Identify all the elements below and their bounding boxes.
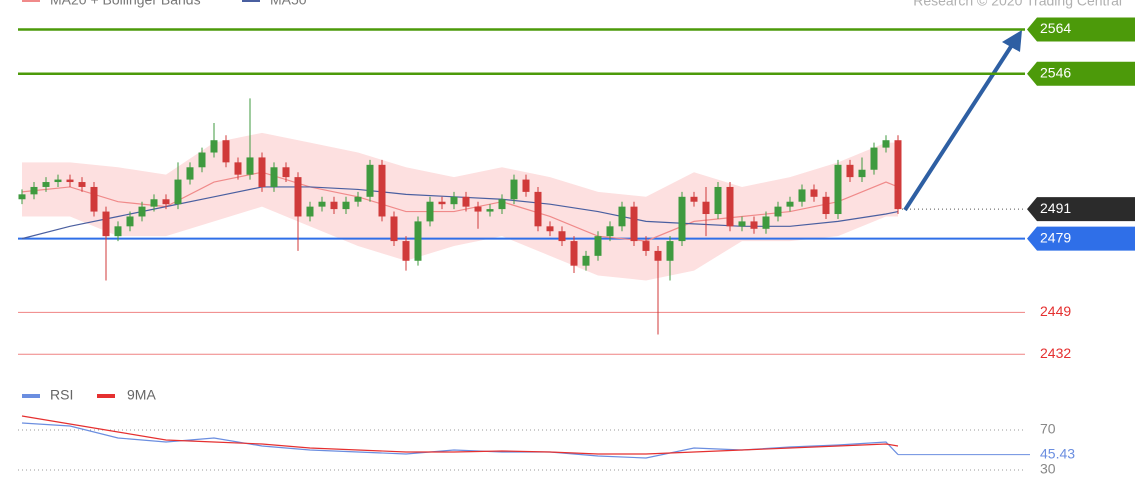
legend-label: RSI [50,387,73,403]
level-label: 2546 [1040,65,1071,81]
candle-body [318,201,326,207]
candle-body [270,167,278,187]
candle-body [366,164,374,197]
candle-body [606,226,614,237]
candle-body [666,241,674,261]
candle-body [354,196,362,202]
credit: Research © 2020 Trading Central [913,0,1122,9]
last-value-label: 45.43 [1040,445,1075,461]
candle-body [714,186,722,215]
candle-body [546,226,554,232]
candle-body [486,209,494,212]
legend-label: MA20 + Bollinger Bands [50,0,201,8]
candle-body [798,189,806,202]
candle-body [258,157,266,187]
candle-body [726,186,734,227]
level-label: 2491 [1040,200,1071,216]
candle-body [246,157,254,175]
forecast-arrow-head [1002,30,1022,52]
candle-body [78,182,86,187]
candle-body [510,179,518,200]
candle-body [66,179,74,183]
candle-body [402,241,410,261]
candle-body [834,164,842,215]
candle-body [306,206,314,217]
candle-body [474,206,482,212]
candle-body [342,201,350,210]
candle-body [810,189,818,197]
candle-body [618,206,626,227]
level-label-box [1027,226,1135,251]
candle-body [282,167,290,178]
candle-body [210,140,218,153]
candle-body [690,196,698,202]
candle-body [114,226,122,237]
candle-body [642,241,650,251]
level-label-box [1027,197,1135,222]
candle-body [330,201,338,210]
candle-body [54,179,62,183]
candle-body [222,140,230,163]
candle-body [18,194,26,200]
candle-body [894,140,902,210]
level-label: 2479 [1040,229,1071,245]
candle-body [774,206,782,217]
candle-body [162,199,170,205]
legend-label: MA50 [270,0,307,8]
level-label-box [1027,61,1135,86]
candle-body [870,147,878,170]
candle-body [882,140,890,148]
candle-body [654,250,662,261]
candle-body [630,206,638,242]
level-label-box [1027,17,1135,42]
candle-body [786,201,794,207]
candle-body [750,221,758,229]
candle-body [846,164,854,178]
candle-body [198,152,206,168]
level-label: 2564 [1040,20,1071,36]
candle-body [438,201,446,205]
level-label: 2449 [1040,303,1071,319]
candle-body [738,221,746,227]
indicator-line [21,415,899,455]
candle-body [702,201,710,215]
level-label: 2432 [1040,345,1071,361]
candle-body [138,206,146,217]
forecast-arrow [903,43,1014,212]
candle-body [522,179,530,192]
candle-body [558,231,566,242]
candle-body [582,255,590,266]
candle-body [450,196,458,205]
candle-body [594,236,602,256]
candle-body [498,199,506,210]
candle-body [186,167,194,180]
candle-body [102,211,110,237]
y-tick-label: 70 [1040,421,1056,437]
candle-body [174,179,182,205]
candle-body [150,199,158,207]
candle-body [414,221,422,261]
candle-body [462,196,470,207]
candle-body [126,216,134,227]
legend-label: 9MA [127,387,156,403]
candle-body [678,196,686,242]
candle-body [822,196,830,215]
candle-body [858,169,866,178]
candle-body [294,177,302,217]
candle-body [534,191,542,227]
candle-body [30,186,38,195]
candle-body [426,201,434,222]
candle-body [390,216,398,242]
candle-body [762,216,770,229]
y-tick-label: 30 [1040,461,1056,477]
candle-body [378,164,386,217]
candle-body [90,186,98,212]
candle-body [42,182,50,187]
candle-body [570,241,578,266]
candle-body [234,162,242,175]
moving-average [21,186,899,240]
